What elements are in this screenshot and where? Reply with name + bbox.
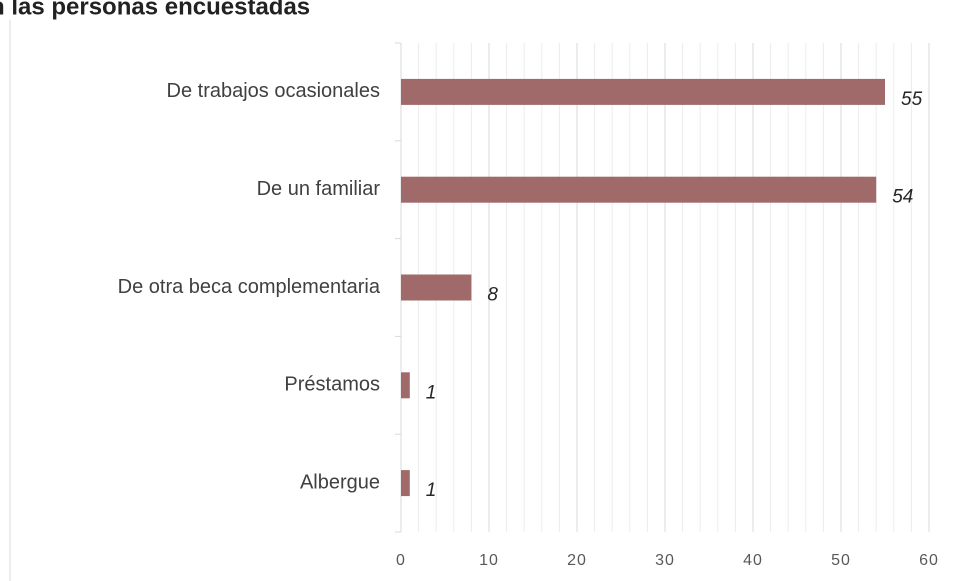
y-tick-label: De trabajos ocasionales [167, 80, 380, 102]
bar [401, 470, 410, 497]
data-label: 8 [487, 285, 498, 306]
y-tick-label: Albergue [300, 471, 380, 493]
data-label: 1 [426, 382, 437, 403]
bar [401, 176, 877, 203]
y-tick-label: Préstamos [284, 374, 380, 396]
bar [401, 78, 885, 105]
y-tick-label: De otra beca complementaria [118, 276, 381, 298]
x-tick-label: 10 [479, 552, 499, 569]
data-label: 54 [892, 187, 913, 208]
bar [401, 274, 472, 301]
data-label: 55 [901, 89, 923, 110]
bar [401, 372, 410, 399]
y-tick-label: De un familiar [257, 178, 381, 200]
data-label: 1 [426, 480, 437, 501]
x-tick-label: 40 [743, 552, 763, 569]
x-tick-label: 30 [655, 552, 675, 569]
x-tick-label: 0 [396, 552, 406, 569]
x-tick-label: 60 [919, 552, 939, 569]
x-tick-label: 50 [831, 552, 851, 569]
chart-title: n las personas encuestadas [0, 0, 310, 20]
x-tick-label: 20 [567, 552, 587, 569]
